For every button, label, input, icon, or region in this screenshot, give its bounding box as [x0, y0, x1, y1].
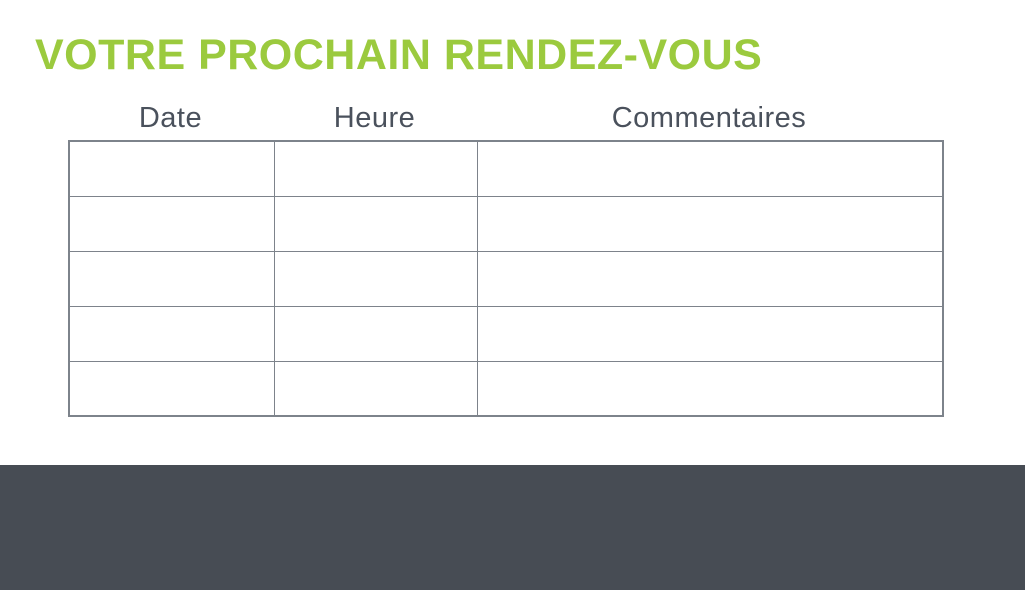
footer-bar: [0, 465, 1025, 590]
table-cell-commentaires: [476, 140, 944, 197]
table-cell-commentaires: [476, 250, 944, 307]
table-cell-date: [68, 305, 275, 362]
appointments-table: [68, 140, 944, 417]
column-header-heure: Heure: [333, 102, 416, 134]
table-row: [68, 360, 944, 417]
table-cell-heure: [273, 360, 478, 417]
table-cell-heure: [273, 140, 478, 197]
table-cell-date: [68, 195, 275, 252]
table-row: [68, 140, 944, 197]
table-column-headers: Date Heure Commentaires: [68, 101, 942, 136]
table-cell-heure: [273, 305, 478, 362]
table-cell-commentaires: [476, 195, 944, 252]
appointments-table-body: [68, 140, 944, 417]
table-row: [68, 250, 944, 307]
table-cell-date: [68, 140, 275, 197]
table-cell-commentaires: [476, 305, 944, 362]
table-cell-heure: [273, 250, 478, 307]
page-title: VOTRE PROCHAIN RENDEZ-VOUS: [35, 31, 763, 79]
column-header-commentaires: Commentaires: [611, 102, 807, 134]
column-header-date: Date: [138, 102, 203, 134]
table-cell-heure: [273, 195, 478, 252]
table-cell-date: [68, 360, 275, 417]
table-row: [68, 195, 944, 252]
table-cell-commentaires: [476, 360, 944, 417]
table-cell-date: [68, 250, 275, 307]
table-row: [68, 305, 944, 362]
